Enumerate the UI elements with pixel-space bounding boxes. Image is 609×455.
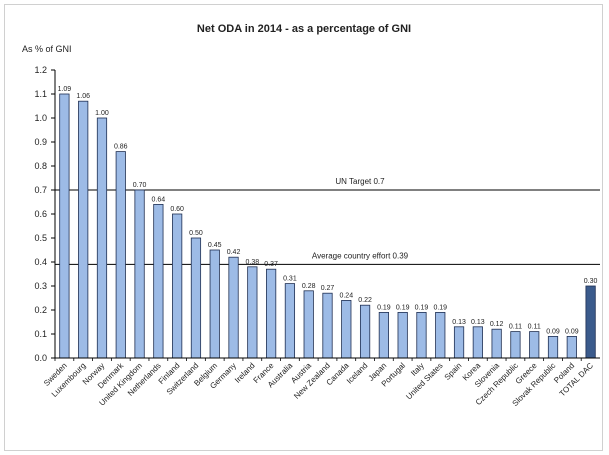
bar-france: [266, 268, 277, 359]
data-label: 0.19: [433, 304, 447, 311]
bar-new-zealand: [322, 292, 333, 359]
reference-lines: UN Target 0.7 Average country effort 0.39: [55, 177, 600, 265]
y-tick-label: 0.6: [34, 209, 47, 219]
data-label: 0.38: [246, 259, 260, 266]
bar-germany: [228, 256, 239, 359]
data-label: 1.09: [58, 86, 72, 93]
data-label: 0.45: [208, 242, 222, 249]
bar-switzerland: [190, 237, 202, 359]
bar-canada: [341, 299, 352, 359]
data-label: 0.50: [189, 230, 203, 237]
bar-iceland: [359, 304, 371, 359]
chart-frame: [4, 4, 603, 451]
category-label: Iceland: [345, 361, 370, 386]
y-tick-label: 0.5: [34, 233, 47, 243]
y-tick-label: 0.2: [34, 305, 47, 315]
y-tick-label: 0.4: [34, 257, 47, 267]
bar-spain: [453, 326, 465, 359]
bar-ireland: [247, 266, 258, 359]
bar-united-kingdom: [134, 189, 145, 359]
data-label: 0.11: [528, 324, 541, 331]
bar-italy: [416, 311, 427, 359]
data-label: 0.09: [565, 328, 579, 335]
data-label: 0.60: [170, 206, 184, 213]
bar-netherlands: [153, 203, 164, 359]
reference-line-label: UN Target 0.7: [335, 177, 385, 186]
y-tick-label: 0.7: [34, 185, 47, 195]
bar-united-states: [435, 311, 446, 359]
data-label: 0.19: [396, 304, 410, 311]
axes: 0.0 0.1 0.2 0.3 0.4 0.5 0.6 0.7 0.8 0.9 1.0 1.1 1.2: [34, 65, 600, 363]
y-axis-label: As % of GNI: [22, 44, 72, 54]
bars: [59, 93, 596, 359]
data-label: 0.13: [471, 319, 485, 326]
bar-denmark: [115, 151, 126, 359]
y-tick-label: 0.3: [34, 281, 47, 291]
bar-luxembourg: [78, 100, 89, 359]
data-label: 0.30: [584, 278, 598, 285]
data-label: 0.37: [264, 261, 278, 268]
data-labels: 1.09 1.06 1.00 0.86 0.70 0.64 0.60 0.50 0.45 0.42…: [58, 86, 598, 335]
y-tick-label: 0.8: [34, 161, 47, 171]
data-label: 0.27: [321, 285, 335, 292]
reference-line-label: Average country effort 0.39: [312, 251, 409, 260]
data-label: 0.13: [452, 319, 466, 326]
data-label: 0.22: [358, 297, 372, 304]
y-tick-label: 1.1: [34, 89, 47, 99]
data-label: 0.12: [490, 321, 504, 328]
data-label: 0.42: [227, 249, 241, 256]
data-label: 0.19: [415, 304, 429, 311]
category-label: Spain: [443, 361, 464, 382]
y-tick-label: 0.9: [34, 137, 47, 147]
bar-slovak-republic: [547, 335, 559, 359]
bar-korea: [472, 326, 483, 359]
data-label: 0.28: [302, 283, 316, 290]
data-label: 0.31: [283, 276, 297, 283]
bar-portugal: [397, 311, 408, 359]
chart-title: Net ODA in 2014 - as a percentage of GNI: [197, 23, 411, 35]
bar-finland: [172, 213, 183, 359]
bar-poland: [566, 335, 577, 359]
bar-czech-republic: [510, 331, 521, 359]
bar-japan: [378, 311, 389, 359]
bar-greece: [529, 331, 540, 359]
bar-sweden: [59, 93, 70, 359]
bar-total-dac: [585, 285, 596, 359]
data-label: 0.64: [152, 196, 166, 203]
bar-belgium: [209, 249, 220, 359]
data-label: 0.11: [509, 324, 522, 331]
bar-slovenia: [491, 328, 502, 359]
data-label: 0.24: [339, 292, 353, 299]
bar-australia: [284, 283, 296, 359]
y-tick-label: 0.1: [34, 329, 47, 339]
data-label: 1.06: [76, 93, 90, 100]
data-label: 0.70: [133, 182, 147, 189]
y-tick-label: 1.2: [34, 65, 47, 75]
bar-norway: [96, 117, 108, 359]
data-label: 1.00: [95, 110, 109, 117]
y-tick-label: 1.0: [34, 113, 47, 123]
data-label: 0.86: [114, 144, 128, 151]
data-label: 0.19: [377, 304, 391, 311]
y-tick-label: 0.0: [34, 353, 47, 363]
bar-austria: [303, 290, 314, 359]
data-label: 0.09: [546, 328, 560, 335]
